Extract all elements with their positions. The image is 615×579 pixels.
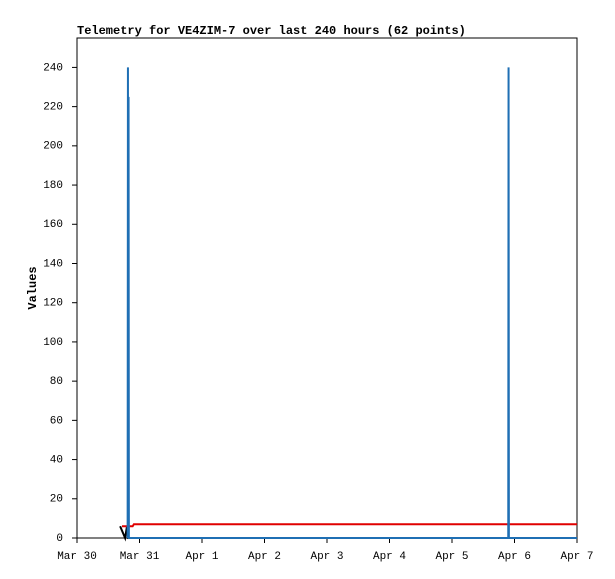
x-tick-label: Apr 7 [560,551,593,563]
x-tick-label: Mar 31 [120,551,160,563]
x-tick-label: Mar 30 [57,551,97,563]
plot-frame [76,37,578,539]
y-tick-label: 220 [43,102,63,114]
y-tick-label: 180 [43,180,63,192]
y-tick-label: 160 [43,219,63,231]
x-tick-label: Apr 6 [498,551,531,563]
y-tick-label: 120 [43,298,63,310]
y-axis-label: Values [26,266,40,309]
x-tick-label: Apr 4 [373,551,406,563]
x-tick-label: Apr 5 [435,551,468,563]
y-tick-label: 20 [50,494,63,506]
chart-title: Telemetry for VE4ZIM-7 over last 240 hou… [77,24,466,38]
y-tick-label: 100 [43,337,63,349]
y-tick-label: 240 [43,62,63,74]
y-tick-label: 80 [50,376,63,388]
y-tick-label: 200 [43,141,63,153]
x-tick-label: Apr 1 [185,551,218,563]
x-tick-label: Apr 3 [310,551,343,563]
y-tick-label: 60 [50,415,63,427]
y-tick-label: 0 [56,533,63,545]
series-line [126,67,577,539]
x-tick-label: Apr 2 [248,551,281,563]
y-tick-label: 140 [43,258,63,270]
y-tick-label: 40 [50,454,63,466]
